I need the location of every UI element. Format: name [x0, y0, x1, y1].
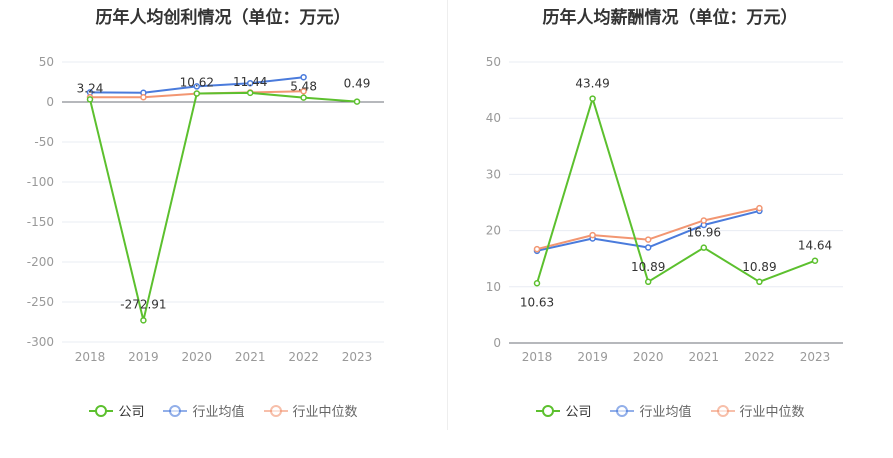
x-tick-label: 2023: [800, 350, 831, 364]
data-label: 10.62: [180, 76, 214, 90]
data-point: [300, 87, 307, 95]
legend-label: 公司: [118, 405, 145, 420]
data-point: [246, 89, 254, 97]
data-point: [756, 278, 763, 286]
y-tick-label: -300: [27, 335, 54, 349]
data-point: [700, 244, 708, 251]
data-point: [140, 93, 147, 101]
data-label: 10.89: [742, 260, 776, 274]
y-tick-label: 0: [46, 95, 54, 109]
x-tick-label: 2020: [182, 350, 213, 364]
data-point: [644, 278, 652, 286]
data-point: [644, 236, 652, 243]
legend-swatch-icon: [610, 404, 635, 417]
legend-item[interactable]: 行业中位数: [263, 401, 358, 420]
legend-item[interactable]: 公司: [88, 401, 144, 420]
y-tick-label: -200: [27, 255, 54, 269]
legend-swatch-icon: [710, 404, 735, 417]
data-label: 43.49: [575, 77, 609, 91]
x-tick-label: 2022: [288, 350, 319, 364]
series-line: [536, 97, 816, 284]
y-tick-label: 0: [493, 336, 501, 350]
chart-legend: 公司 行业均值 行业中位数: [0, 401, 446, 420]
legend-item[interactable]: 公司: [535, 401, 591, 420]
legend-label: 行业均值: [192, 405, 245, 420]
data-point: [246, 79, 254, 87]
data-point: [589, 231, 596, 239]
data-point: [811, 257, 819, 264]
y-tick-label: 20: [486, 224, 501, 238]
data-label: 14.64: [798, 239, 832, 253]
x-tick-label: 2023: [342, 350, 373, 364]
y-tick-label: 30: [486, 167, 501, 181]
legend-swatch-icon: [263, 404, 288, 417]
chart-title: 历年人均薪酬情况（单位：万元）: [542, 8, 798, 28]
data-point: [353, 98, 361, 105]
x-tick-label: 2022: [744, 350, 775, 364]
legend-swatch-icon: [89, 404, 114, 417]
x-tick-label: 2019: [577, 350, 608, 364]
y-tick-label: 10: [486, 280, 501, 294]
y-tick-label: 50: [486, 55, 501, 69]
series-line: [89, 91, 358, 322]
chart-panel-salary: 历年人均薪酬情况（单位：万元） 50 40 30 20 10 0 2018 2019 2020 2…: [447, 0, 893, 458]
legend-swatch-icon: [163, 404, 188, 417]
x-tick-label: 2018: [522, 350, 553, 364]
data-point: [193, 83, 201, 90]
data-point: [193, 90, 201, 97]
legend-label: 公司: [565, 405, 592, 420]
x-tick-label: 2019: [128, 350, 159, 364]
x-tick-label: 2018: [75, 350, 106, 364]
data-label: 10.89: [631, 260, 665, 274]
legend-item[interactable]: 行业均值: [609, 401, 692, 420]
legend-label: 行业均值: [639, 405, 692, 420]
y-tick-label: 40: [486, 111, 501, 125]
y-tick-label: 50: [39, 55, 54, 69]
data-point: [300, 73, 307, 81]
data-label: 16.96: [687, 226, 721, 240]
data-label: 10.63: [520, 295, 554, 309]
x-tick-label: 2020: [633, 350, 664, 364]
data-label: 0.49: [344, 77, 371, 91]
data-point: [756, 204, 763, 212]
data-point: [300, 94, 307, 101]
chart-title: 历年人均创利情况（单位：万元）: [95, 8, 351, 28]
salary-chart: 50 40 30 20 10 0 2018 2019 2020 2021 2022 2023 10.63…: [486, 55, 843, 364]
y-tick-label: -50: [34, 135, 54, 149]
legend-item[interactable]: 行业均值: [162, 401, 245, 420]
data-point: [700, 217, 708, 224]
data-label: 3.24: [77, 81, 104, 95]
data-label: 11.44: [233, 75, 267, 89]
data-point: [86, 96, 94, 103]
legend-label: 行业中位数: [739, 405, 805, 420]
y-tick-label: -250: [27, 295, 54, 309]
data-point: [533, 245, 541, 253]
panel-divider: [447, 0, 448, 430]
data-label: 5.48: [290, 80, 317, 94]
legend-label: 行业中位数: [292, 405, 358, 420]
data-point: [533, 280, 541, 287]
x-tick-label: 2021: [689, 350, 720, 364]
legend-swatch-icon: [536, 404, 561, 417]
y-tick-label: -150: [27, 215, 54, 229]
chart-legend: 公司 行业均值 行业中位数: [447, 401, 893, 420]
data-point: [644, 244, 652, 251]
data-label: -272.91: [120, 297, 166, 311]
y-tick-label: -100: [27, 175, 54, 189]
profit-chart: 50 0 -50 -100 -150 -200 -250 -300 2018 2019 2020 20…: [27, 55, 384, 364]
chart-panel-profit: 历年人均创利情况（单位：万元） 50 0 -50 -100 -150 -200 -250 -3…: [0, 0, 446, 458]
x-tick-label: 2021: [235, 350, 266, 364]
data-point: [140, 317, 147, 324]
legend-item[interactable]: 行业中位数: [710, 401, 805, 420]
data-point: [589, 95, 596, 102]
